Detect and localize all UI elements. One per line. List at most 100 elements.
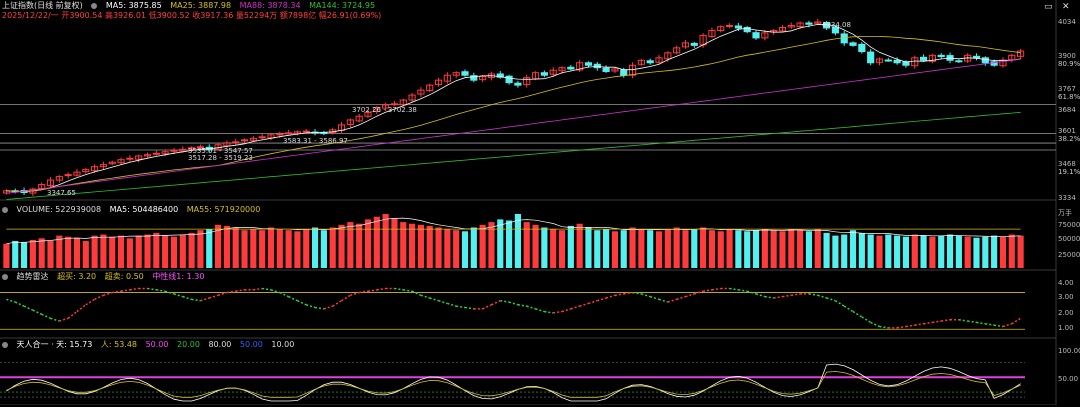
volume-bar [400, 222, 407, 268]
ma25-label: MA25: 3887.98 [170, 1, 232, 10]
trend-segment [270, 289, 281, 294]
volume-bar [797, 230, 804, 268]
volume-bar [73, 238, 81, 268]
candle [655, 57, 663, 63]
candle [814, 21, 822, 24]
trend-tick: 3.00 [1058, 293, 1074, 301]
volume-panel-header: VOLUME: 522939008 MA5: 504486400 MA55: 5… [2, 205, 266, 215]
candle [673, 47, 681, 54]
ohlc-row: 2025/12/22/一 开3900.54 高3926.01 低3900.52 … [2, 11, 382, 20]
volume-bar [170, 236, 178, 268]
volume-bar [435, 227, 442, 268]
settings-icon[interactable] [91, 2, 98, 9]
trend-segment [367, 289, 377, 292]
candle [196, 146, 205, 149]
volume-bar [135, 235, 142, 268]
volume-bar [920, 235, 927, 268]
tr-tick: 50.00 [1058, 375, 1079, 383]
volume-bar [717, 231, 724, 268]
trend-segment [482, 304, 492, 310]
candle [232, 141, 240, 144]
volume-bar [744, 231, 751, 268]
trend-segment [173, 293, 184, 298]
trend-segment [641, 293, 651, 298]
candle [611, 68, 619, 72]
restore-icon[interactable]: ▭ [1044, 2, 1053, 12]
trend-segment [394, 287, 404, 291]
settings-icon[interactable] [2, 273, 8, 280]
candle [761, 32, 769, 39]
overbuy-label: 超买: 3.20 [57, 272, 97, 281]
volume-bar [126, 238, 133, 268]
candle [919, 56, 928, 61]
volume-bar [241, 230, 248, 268]
neutral-label: 中性线1: 1.30 [152, 272, 205, 281]
price-tick: 3767 [1058, 85, 1076, 93]
range-annotation: 3702.26 - 3702.38 [352, 106, 417, 114]
candle [840, 33, 848, 44]
trend-segment [958, 318, 968, 322]
candle [170, 149, 178, 152]
trend-segment [59, 317, 69, 322]
volume-bar [29, 239, 36, 268]
ma25-line [6, 36, 1021, 193]
volume-bar [558, 230, 566, 268]
volume-bar [109, 236, 116, 268]
tr-tick: 100.00 [1058, 347, 1080, 355]
price-tick: 3334 [1058, 194, 1076, 202]
trend-segment [359, 290, 369, 294]
volume-bar [991, 235, 998, 268]
trend-segment [843, 305, 854, 313]
trend-segment [288, 295, 298, 302]
volume-bar [162, 235, 169, 268]
candle [778, 26, 787, 32]
volume-bar [38, 238, 45, 268]
tr-v3: 80.00 [208, 340, 232, 349]
volume-bar [338, 224, 345, 268]
close-icon[interactable]: ✕ [1062, 2, 1070, 12]
trend-segment [120, 289, 130, 292]
volume-bar [223, 225, 230, 268]
volume-bar [1017, 235, 1024, 268]
settings-icon[interactable] [2, 206, 8, 213]
volume-bar [726, 229, 733, 268]
volume-bar [267, 227, 275, 268]
trend-segment [526, 305, 536, 310]
settings-icon[interactable] [2, 341, 8, 348]
trend-segment [791, 293, 801, 297]
candle [188, 147, 196, 150]
candle [558, 67, 566, 72]
candle [408, 94, 416, 101]
volume-bar [100, 234, 107, 268]
candle [99, 164, 108, 168]
trend-segment [588, 299, 598, 305]
trend-segment [94, 294, 104, 301]
volume-bar [382, 214, 389, 268]
price-panel-header: 上证指数(日线 前复权) MA5: 3875.85 MA25: 3887.98 … [2, 1, 381, 11]
trend-segment [1011, 317, 1021, 325]
candle [928, 54, 936, 62]
trend-tick: 4.00 [1058, 279, 1074, 287]
candle [143, 154, 152, 157]
price-tick: 3684 [1058, 106, 1076, 114]
candle [708, 29, 716, 37]
volume-bar [56, 235, 63, 268]
range-annotation: 3583.31 - 3586.97 [283, 137, 348, 145]
trend-segment [411, 290, 422, 296]
trend-segment [746, 290, 757, 295]
volume-bar [311, 227, 319, 268]
candle [911, 57, 919, 67]
trend-segment [932, 320, 942, 324]
volume-bar [999, 236, 1007, 268]
trend-segment [667, 298, 677, 303]
volume-bar [12, 241, 19, 268]
volume-bar [647, 230, 654, 268]
trend-segment [861, 316, 872, 324]
candle [126, 157, 134, 160]
trend-segment [23, 305, 34, 311]
trend-segment [976, 321, 986, 325]
fib-pct: 38.2% [1058, 135, 1080, 143]
candle [117, 159, 125, 164]
index-title[interactable]: 上证指数(日线 前复权) [2, 1, 83, 10]
